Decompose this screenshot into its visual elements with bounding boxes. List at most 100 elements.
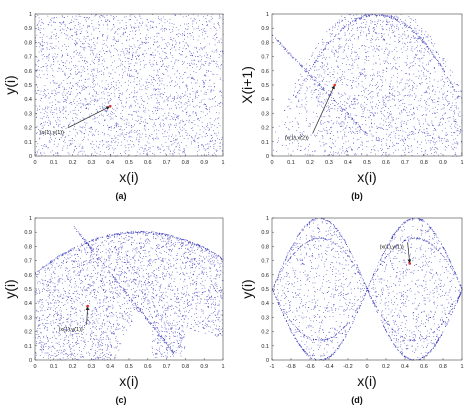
panel-a-point [91,20,93,21]
panel-b-point [358,48,360,49]
panel-a-point [193,106,194,107]
panel-b-point [345,55,347,57]
panel-b-point [433,142,435,143]
panel-b-point [396,143,398,144]
panel-b-point [366,56,367,57]
panel-a-point [126,28,128,29]
panel-a-point [213,152,215,154]
panel-a-point [184,45,185,47]
panel-b-point [341,152,342,154]
panel-a-point [215,154,217,156]
panel-b-point [347,112,349,114]
panel-a-point [52,93,53,94]
panel-a-point [149,147,151,149]
panel-b-point [293,95,294,96]
panel-b-point [421,28,423,29]
panel-a-point [182,77,183,79]
panel-a-point [44,146,46,147]
panel-a-point [101,15,103,16]
panel-b-point [322,43,324,45]
panel-a-point [165,52,167,54]
panel-b-point [390,37,391,39]
panel-a-point [205,133,207,135]
panel-a-point [93,44,95,45]
panel-a-point [137,55,138,56]
panel-b-point [358,57,359,59]
panel-a-point [99,85,100,87]
panel-b-point [382,29,383,31]
panel-b-point [401,70,403,72]
panel-a-point [76,132,78,133]
panel-b-point [299,73,301,75]
panel-b-point [408,115,410,116]
panel-b-point [421,148,423,150]
panel-a-xtick-label: 0.6 [144,160,152,166]
panel-b-point [433,125,434,127]
panel-a-point [63,117,64,118]
panel-b-point [354,103,356,105]
panel-a-point [68,46,69,48]
panel-a-point [164,100,166,102]
panel-a-point [165,27,167,29]
panel-b-point [412,118,414,120]
panel-a-point [168,129,170,131]
panel-b-point [378,92,379,94]
panel-a-point [35,105,37,107]
panel-a-point [57,117,58,118]
panel-a-point [76,43,78,45]
panel-b-point [318,100,320,102]
panel-b-point [420,37,422,39]
panel-b-point [334,140,336,142]
panel-b-point [432,137,433,138]
panel-a-point [53,131,54,133]
panel-a-point [120,117,121,119]
panel-b-point [329,57,331,59]
panel-b-point [391,25,393,27]
panel-b-point [335,23,336,25]
panel-b-point [395,15,397,17]
panel-a-point [85,63,87,64]
panel-a-point [215,32,217,34]
panel-b-point [338,151,339,153]
panel-a-point [126,27,127,29]
panel-a-point [105,111,107,112]
panel-b-point [425,43,427,44]
panel-b-point [356,30,358,31]
panel-b-point [327,105,329,107]
panel-b-point [336,61,338,62]
panel-b-point [394,59,396,61]
panel-a-point [104,133,105,134]
panel-b-point [371,140,373,141]
panel-b-point [324,116,326,118]
panel-a-point [65,100,67,102]
panel-a-point [148,21,149,23]
panel-b-point [419,75,421,77]
panel-a-point [170,52,171,53]
panel-b-point [358,146,359,148]
panel-b-point [397,57,398,59]
panel-b-point [371,112,373,114]
panel-a-point [83,43,85,44]
panel-a-point [39,32,41,34]
panel-a-point [79,26,81,28]
panel-a-point [80,54,82,56]
panel-a-point [65,46,67,47]
panel-b-point [395,133,397,134]
panel-b-point [349,104,351,106]
panel-b-point [359,18,361,20]
panel-a-point [95,109,97,110]
panel-a-point [131,106,133,108]
panel-a-point [71,22,72,23]
panel-a-point [175,125,177,126]
panel-a-point [172,57,174,59]
panel-a-xlabel: x(i) [119,169,138,185]
panel-b-point [350,80,351,81]
panel-b-point [289,139,290,141]
panel-a-point [140,43,142,45]
panel-a-point [215,133,217,135]
panel-a-point [175,119,176,120]
panel-b-point [283,47,285,49]
panel-a-point [192,101,194,103]
panel-b-point [431,52,433,54]
panel-a-point [152,111,153,112]
